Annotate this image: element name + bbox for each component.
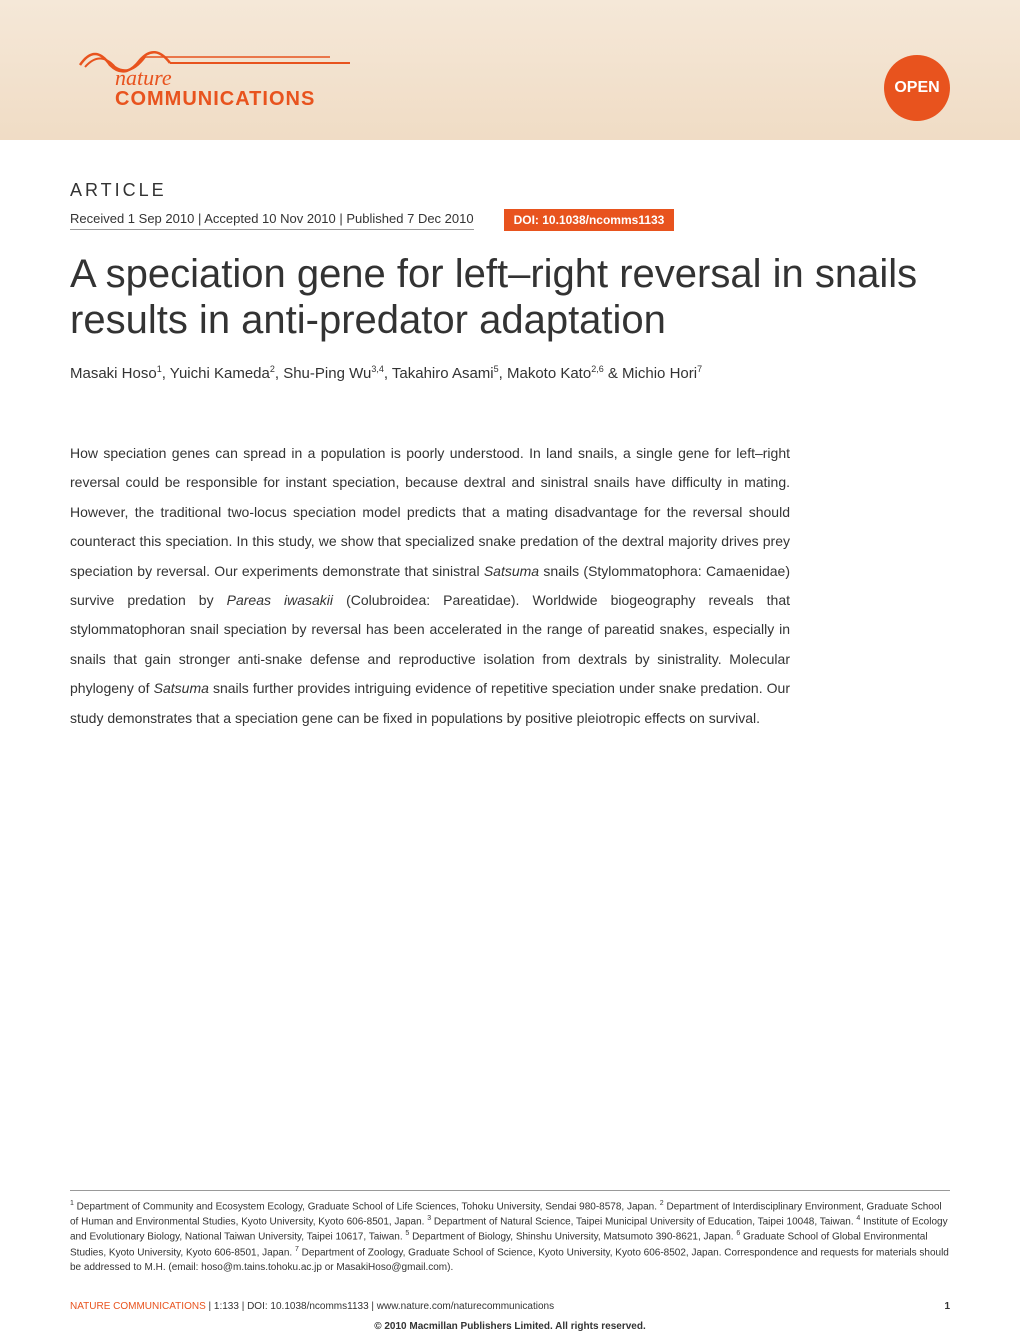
header-banner: nature COMMUNICATIONS OPEN	[0, 0, 1020, 140]
author-affiliations: 1 Department of Community and Ecosystem …	[70, 1190, 950, 1275]
published-date: Published 7 Dec 2010	[346, 211, 473, 226]
page-number: 1	[944, 1301, 950, 1312]
article-title: A speciation gene for left–right reversa…	[70, 251, 950, 343]
publication-dates-row: Received 1 Sep 2010 | Accepted 10 Nov 20…	[70, 209, 950, 231]
logo-wave-icon	[70, 30, 350, 80]
footer-citation-text: | 1:133 | DOI: 10.1038/ncomms1133 | www.…	[209, 1301, 555, 1312]
accepted-date: Accepted 10 Nov 2010	[204, 211, 336, 226]
journal-logo: nature COMMUNICATIONS	[70, 30, 350, 80]
article-type-label: ARTICLE	[70, 180, 950, 201]
open-access-badge: OPEN	[884, 55, 950, 121]
article-content: ARTICLE Received 1 Sep 2010 | Accepted 1…	[0, 140, 1020, 733]
received-date: Received 1 Sep 2010	[70, 211, 194, 226]
doi-badge: DOI: 10.1038/ncomms1133	[504, 209, 675, 231]
footer-citation: NATURE COMMUNICATIONS | 1:133 | DOI: 10.…	[70, 1301, 554, 1312]
footer-journal-name: NATURE COMMUNICATIONS	[70, 1301, 206, 1312]
abstract-text: How speciation genes can spread in a pop…	[70, 439, 790, 733]
page-footer: NATURE COMMUNICATIONS | 1:133 | DOI: 10.…	[70, 1301, 950, 1312]
dates-text: Received 1 Sep 2010 | Accepted 10 Nov 20…	[70, 211, 474, 230]
open-badge-label: OPEN	[894, 79, 939, 97]
authors-list: Masaki Hoso1, Yuichi Kameda2, Shu-Ping W…	[70, 363, 950, 384]
logo-text-communications: COMMUNICATIONS	[115, 88, 315, 111]
copyright-notice: © 2010 Macmillan Publishers Limited. All…	[0, 1321, 1020, 1332]
